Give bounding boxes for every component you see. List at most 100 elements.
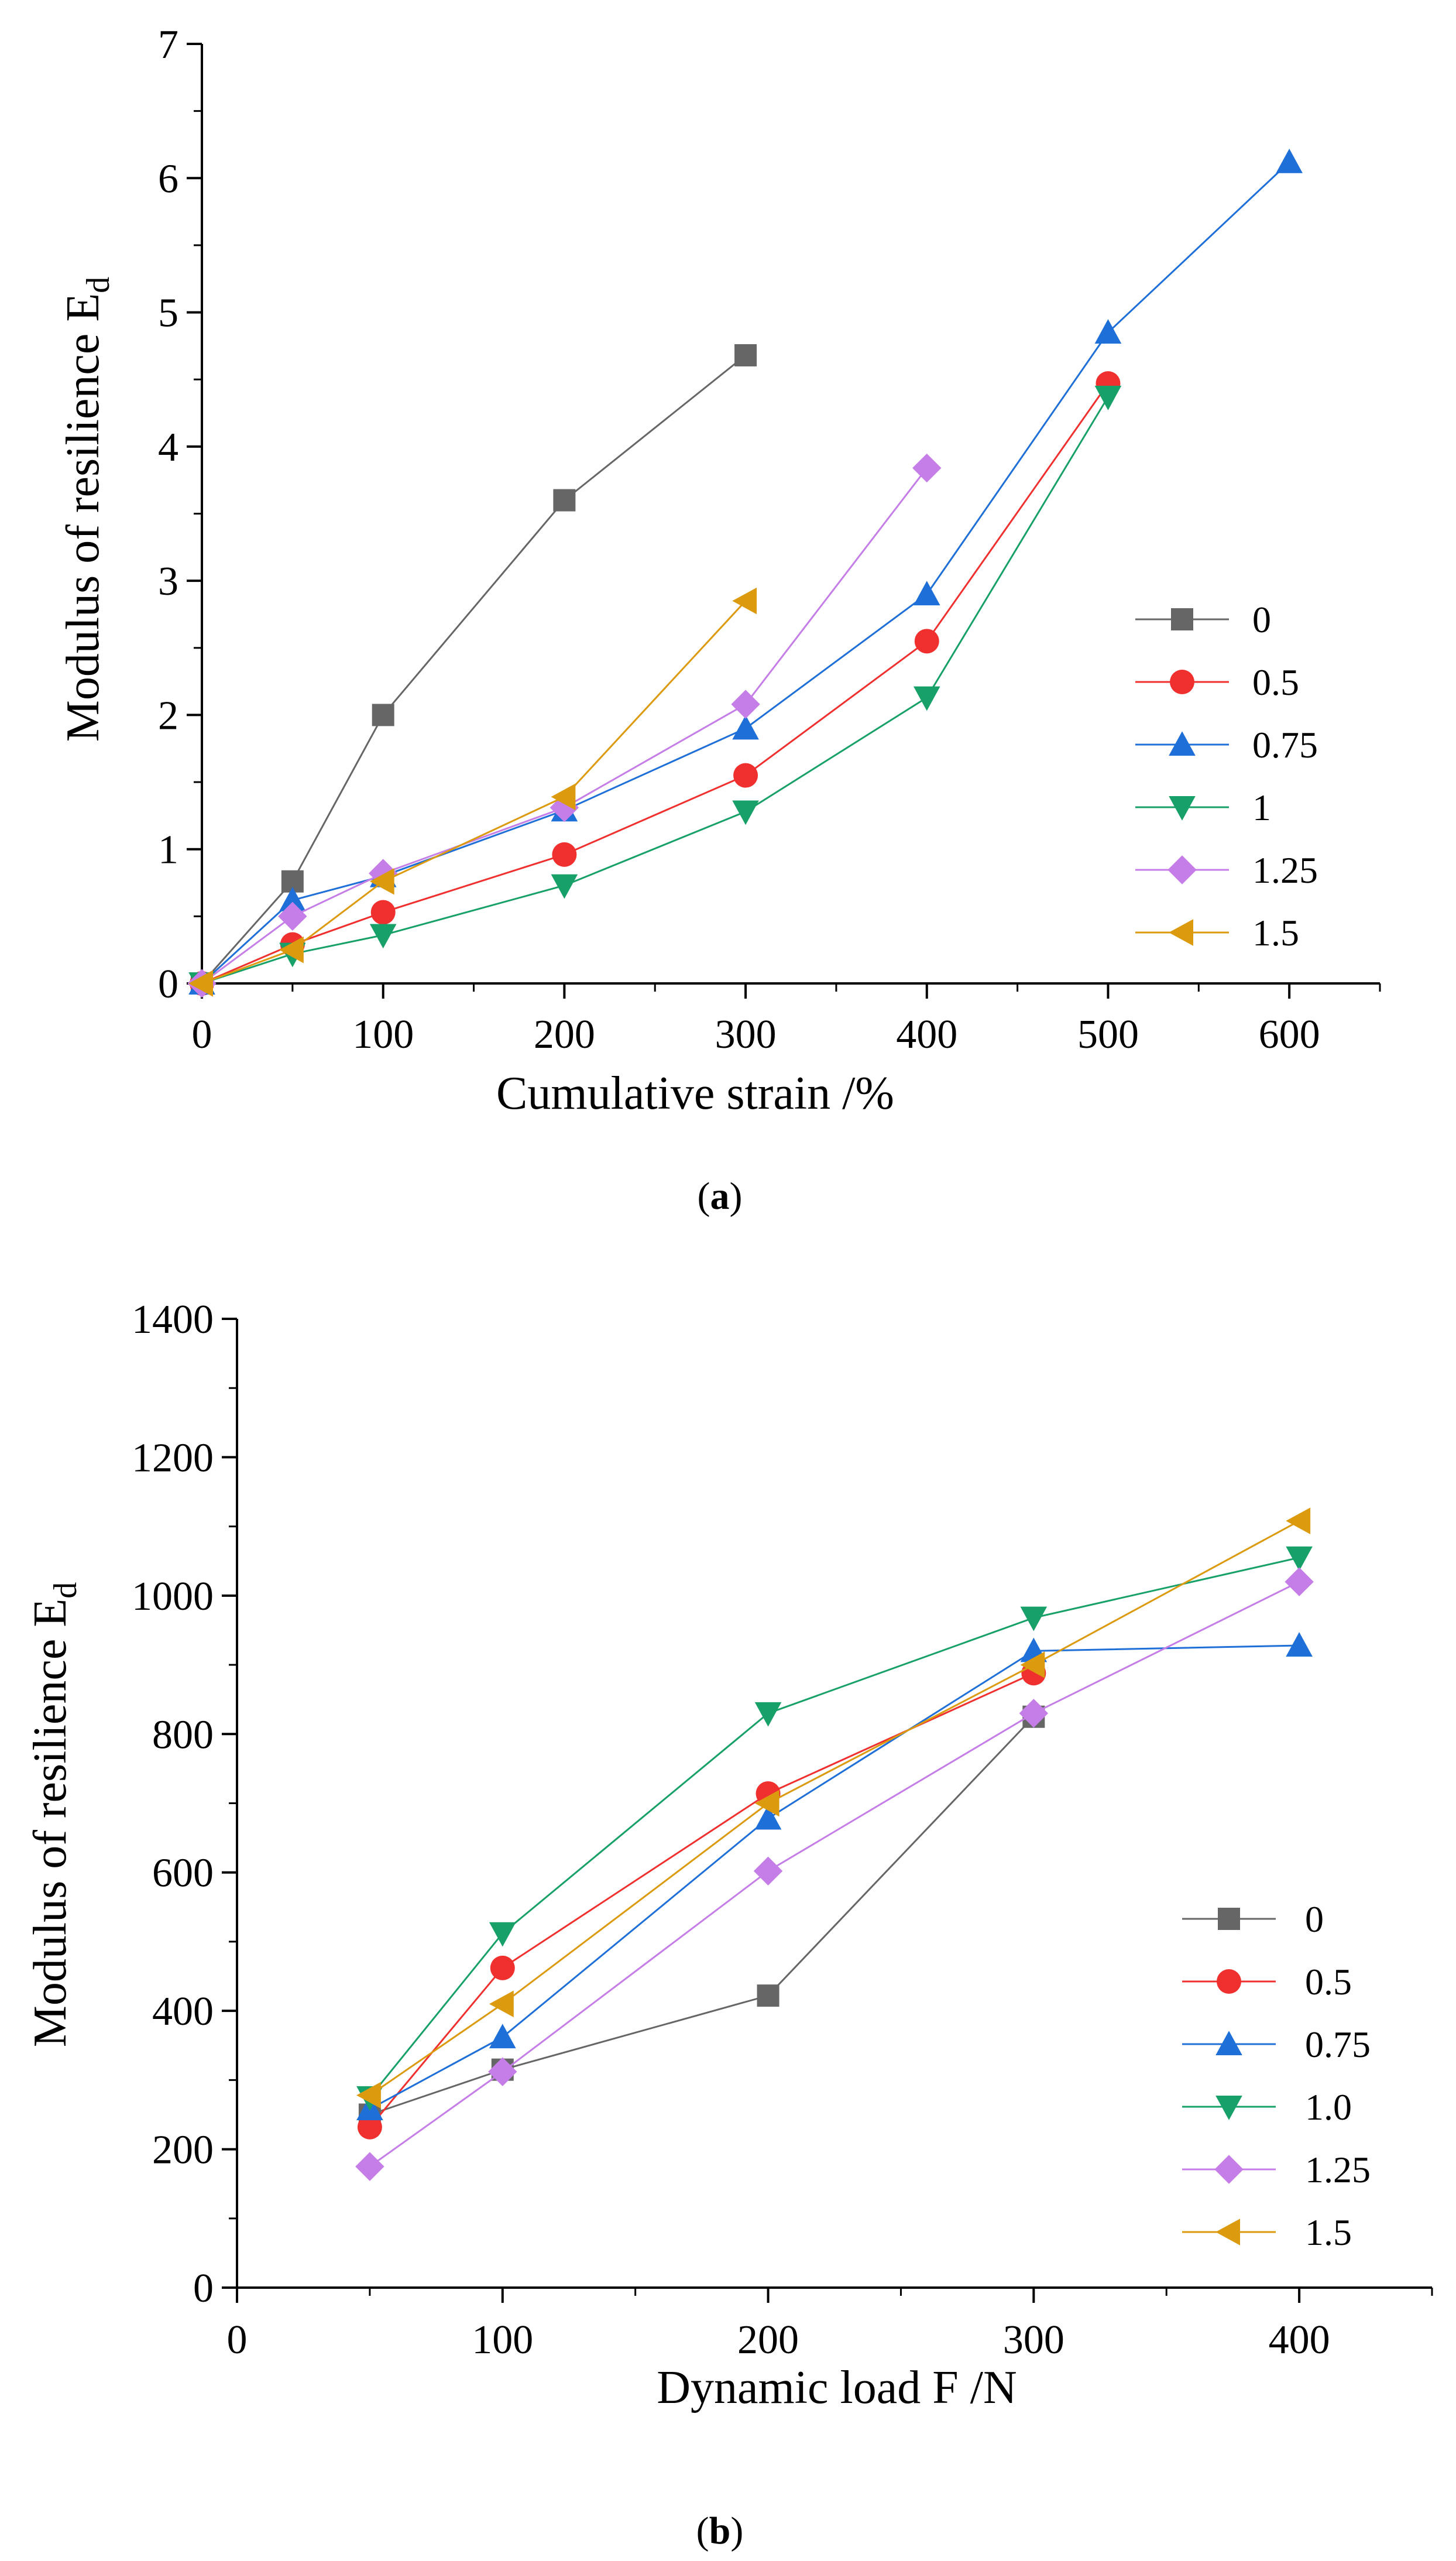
chart-b-data-point [489, 1922, 516, 1947]
chart-a-data-point [734, 344, 757, 366]
chart-b-y-axis-title: Modulus of resilience Ed [25, 1582, 84, 2047]
chart-a-data-point [913, 686, 940, 711]
chart-b-y-axis-title-main: Modulus of resilience E [25, 1599, 76, 2047]
chart-b-legend-marker [1215, 2031, 1242, 2055]
chart-b-x-tick-label: 0 [227, 2317, 248, 2363]
chart-b-y-tick-label: 600 [152, 1851, 214, 1896]
chart-b-legend-marker [1215, 2219, 1240, 2245]
chart-b-legend-marker [1215, 2096, 1242, 2120]
chart-a-data-point [1094, 319, 1122, 344]
chart-a-y-tick-label: 3 [158, 559, 178, 604]
chart-b-series-4 [355, 1567, 1314, 2181]
chart-a-legend-label: 1.5 [1252, 912, 1299, 954]
chart-b-data-point [753, 1856, 783, 1886]
chart-a-y-axis-title-sub: d [80, 277, 116, 293]
chart-b-tick-labels: 0 100 200 300 400 0 200 400 600 800 1000 1200 1400 [132, 1297, 1330, 2363]
chart-b-panel-label-close: ) [730, 2509, 743, 2552]
chart-a-x-tick-label: 0 [192, 1012, 212, 1057]
chart-b-data-point [357, 2114, 382, 2140]
chart-a-y-tick-label: 5 [158, 291, 178, 336]
chart-a-tick-labels: 0 100 200 300 400 500 600 0 1 2 3 4 5 6 7 [158, 22, 1320, 1057]
chart-b-legend-item: 1.25 [1182, 2149, 1371, 2190]
chart-a-series [187, 148, 1303, 998]
chart-b-panel-label: (b) [696, 2509, 744, 2552]
chart-b-series-line [369, 1672, 1034, 2128]
chart-a-legend-item: 1.25 [1135, 849, 1318, 891]
chart-b-legend-label: 0.75 [1305, 2024, 1371, 2065]
chart-a-data-point [731, 690, 760, 719]
chart-a-legend-item: 1.5 [1135, 912, 1299, 954]
chart-b-data-point [754, 1789, 779, 1817]
chart-a-x-tick-label: 500 [1077, 1012, 1139, 1057]
chart-a-x-tick-label: 200 [534, 1012, 595, 1057]
chart-a-legend-marker [1169, 919, 1193, 946]
chart-a-data-point [551, 783, 576, 811]
chart-a-y-axis-title-main: Modulus of resilience E [57, 293, 109, 742]
chart-b-series-2 [356, 1632, 1313, 2121]
chart-b-x-tick-label: 300 [1003, 2317, 1064, 2363]
chart-b-series-5 [356, 1507, 1311, 2109]
chart-a-data-point [913, 581, 940, 606]
chart-b-data-point [754, 1805, 782, 1830]
chart-b-data-point [1285, 1567, 1314, 1596]
chart-a-legend: 0 0.5 0.75 1 1.25 1.5 [1135, 599, 1318, 954]
chart-a-data-point [732, 800, 759, 825]
chart-b-legend-item: 0.5 [1182, 1961, 1352, 2003]
chart-a-series-5 [188, 587, 757, 997]
chart-b-x-tick-label: 100 [472, 2317, 533, 2363]
chart-a-panel-label: (a) [698, 1175, 743, 1218]
chart-b-x-tick-label: 200 [737, 2317, 799, 2363]
chart-a-ticks [187, 43, 1381, 999]
chart-b-legend-label: 0 [1305, 1898, 1324, 1940]
chart-b-data-point [356, 2082, 381, 2109]
chart-a-legend-item: 0 [1135, 599, 1271, 640]
chart-b: 0 100 200 300 400 0 200 400 600 800 1000 1200 1400 D… [25, 1297, 1433, 2552]
chart-b-legend-marker [1214, 2155, 1244, 2184]
chart-b-y-tick-label: 800 [152, 1712, 214, 1757]
chart-b-legend-item: 1.5 [1182, 2212, 1352, 2253]
chart-a-series-3 [188, 386, 1122, 997]
chart-b-y-tick-label: 0 [193, 2266, 214, 2311]
chart-a-data-point [552, 842, 577, 867]
chart-a-series-line [201, 467, 928, 985]
chart-b-y-tick-label: 1400 [132, 1297, 214, 1342]
chart-a-panel-label-close: ) [730, 1175, 743, 1218]
chart-a-data-point [188, 970, 213, 997]
chart-a-data-point [1094, 386, 1122, 410]
chart-b-series-3 [356, 1546, 1313, 2111]
chart-a-panel-label-open: ( [698, 1175, 710, 1218]
chart-b-data-point [355, 2152, 384, 2181]
chart-b-data-point [1286, 1632, 1313, 1657]
chart-a-data-point [733, 763, 758, 788]
chart-a-legend-label: 1.25 [1252, 849, 1318, 891]
chart-a-data-point [912, 453, 942, 483]
chart-a-data-point [369, 924, 397, 949]
chart-a-data-point [278, 901, 307, 931]
chart-b-series [355, 1507, 1314, 2181]
chart-b-data-point [1286, 1546, 1313, 1571]
chart-b-panel-label-letter: b [709, 2509, 731, 2552]
chart-b-legend-marker [1217, 1969, 1241, 1994]
chart-b-axes [236, 1319, 1432, 2289]
chart-b-legend-item: 0.75 [1182, 2024, 1371, 2065]
chart-a-data-point [914, 629, 939, 654]
chart-a-data-point [370, 900, 396, 925]
chart-a-series-line [201, 161, 1290, 985]
chart-a-data-point [1276, 148, 1303, 173]
chart-a-panel-label-letter: a [710, 1175, 730, 1218]
chart-b-data-point [489, 1990, 514, 2018]
chart-a: 0 100 200 300 400 500 600 0 1 2 3 4 5 6 7 Cumulative s… [57, 22, 1381, 1218]
chart-a-legend-item: 1 [1135, 787, 1271, 828]
chart-a-legend-marker [1170, 670, 1194, 694]
chart-b-legend-label: 1.25 [1305, 2149, 1371, 2190]
chart-a-data-point [732, 715, 759, 740]
chart-a-x-tick-label: 100 [352, 1012, 414, 1057]
chart-b-x-axis-title: Dynamic load F /N [657, 2362, 1017, 2413]
chart-b-panel-label-open: ( [696, 2509, 709, 2552]
chart-b-data-point [754, 1702, 782, 1727]
chart-a-legend-label: 0.5 [1252, 661, 1299, 703]
chart-b-data-point [488, 2057, 517, 2086]
chart-a-data-point [551, 874, 578, 899]
chart-a-legend-label: 0.75 [1252, 724, 1318, 766]
